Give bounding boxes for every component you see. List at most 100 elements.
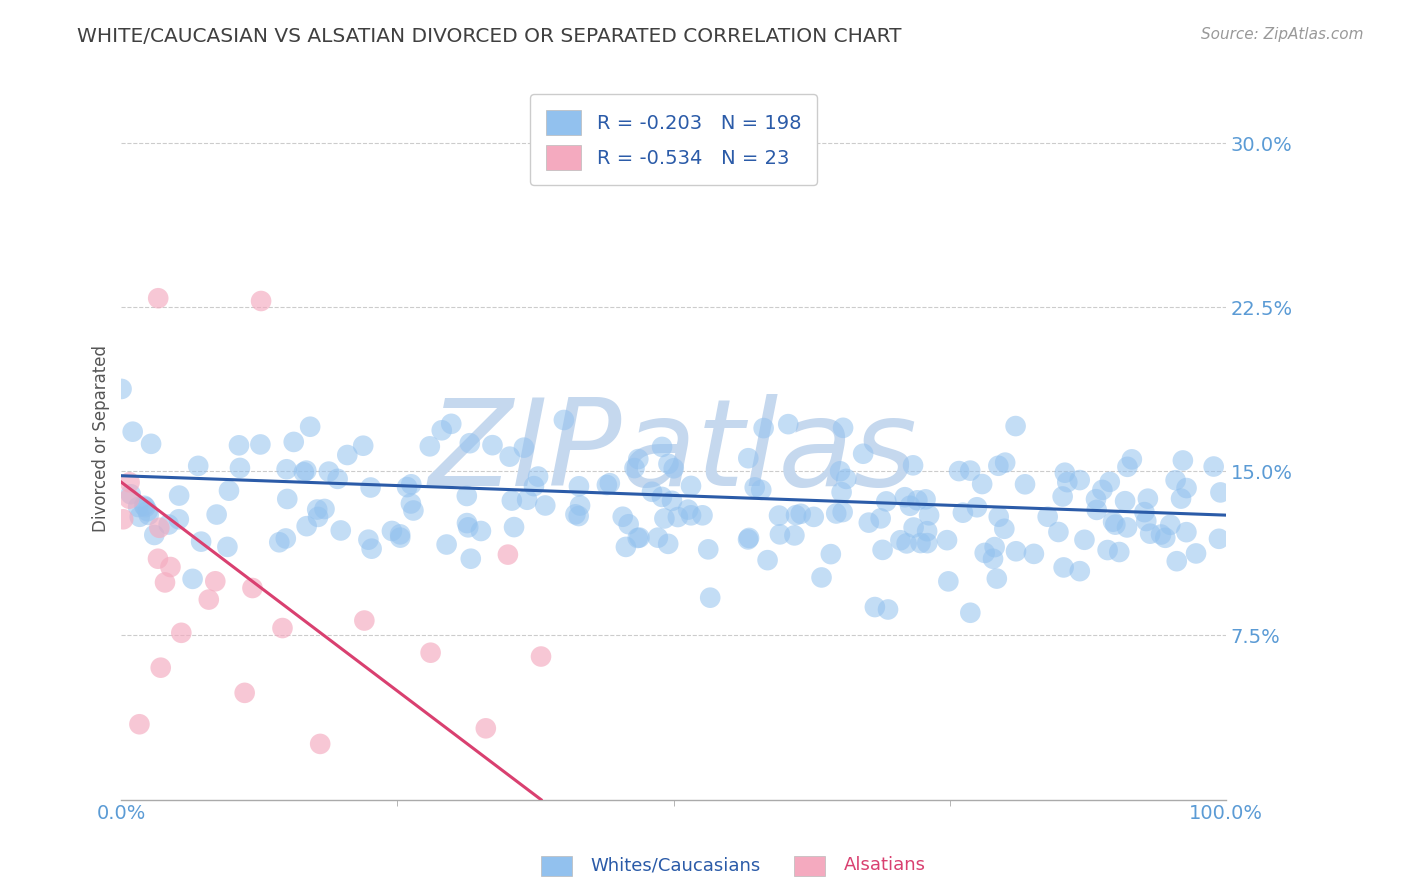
Point (458, 436, 481, 450)
Point (276, 491, 298, 506)
Point (1004, 419, 1026, 434)
Y-axis label: Divorced or Separated: Divorced or Separated (93, 345, 110, 532)
Point (1091, 483, 1114, 497)
Point (149, 661, 172, 675)
Point (271, 621, 294, 635)
Point (457, 520, 479, 534)
Point (501, 493, 523, 508)
Point (986, 572, 1008, 586)
Point (1022, 547, 1045, 561)
Point (959, 464, 981, 478)
Point (360, 541, 382, 556)
Point (269, 535, 291, 549)
Point (1085, 503, 1108, 517)
Point (516, 492, 538, 507)
Point (628, 531, 651, 545)
Point (661, 494, 683, 508)
Point (307, 502, 329, 516)
Point (309, 737, 332, 751)
Point (1052, 490, 1074, 504)
Point (181, 572, 204, 586)
Point (218, 483, 240, 498)
Point (132, 499, 155, 513)
Point (756, 553, 779, 567)
Point (283, 434, 305, 449)
Text: Alsatians: Alsatians (844, 856, 925, 874)
Point (419, 646, 441, 660)
Point (1164, 473, 1187, 487)
Point (146, 551, 169, 566)
Point (419, 439, 441, 453)
Point (357, 533, 380, 547)
Point (276, 462, 298, 476)
Point (905, 493, 928, 508)
Point (120, 487, 142, 501)
Point (1121, 452, 1143, 467)
Point (835, 472, 858, 486)
Point (803, 509, 825, 524)
Point (148, 291, 170, 305)
Point (910, 536, 932, 550)
Point (651, 490, 673, 504)
Point (657, 537, 679, 551)
Text: Whites/Caucasians: Whites/Caucasians (591, 856, 761, 874)
Point (138, 508, 160, 522)
Point (831, 485, 853, 500)
Point (863, 600, 886, 615)
Point (666, 510, 689, 524)
Point (1053, 466, 1076, 480)
Point (679, 479, 702, 493)
Point (134, 500, 156, 515)
Point (981, 551, 1004, 566)
Point (381, 524, 404, 538)
Point (877, 602, 900, 616)
Point (983, 540, 1005, 554)
Point (530, 649, 553, 664)
Point (1154, 531, 1177, 545)
Point (828, 464, 851, 478)
Point (475, 721, 498, 735)
Point (987, 509, 1010, 524)
Point (749, 483, 772, 497)
Point (825, 507, 848, 521)
Point (1098, 475, 1121, 489)
Point (820, 547, 842, 561)
Point (612, 509, 634, 524)
Point (1135, 514, 1157, 528)
Point (918, 508, 941, 523)
Point (1005, 544, 1028, 558)
Point (993, 522, 1015, 536)
Point (299, 419, 322, 434)
Point (1116, 520, 1139, 534)
Point (353, 614, 375, 628)
Point (481, 438, 503, 452)
Point (1171, 453, 1194, 467)
Point (1150, 527, 1173, 541)
Point (1114, 494, 1136, 508)
Point (1159, 517, 1181, 532)
Point (831, 505, 853, 519)
Point (527, 469, 550, 483)
Point (697, 542, 720, 557)
Point (936, 533, 959, 548)
Point (157, 517, 180, 532)
Point (307, 509, 329, 524)
Point (197, 592, 219, 607)
Point (389, 527, 412, 541)
Point (614, 540, 637, 554)
Point (699, 591, 721, 605)
Point (396, 480, 419, 494)
Point (769, 527, 792, 541)
Point (617, 517, 640, 532)
Point (657, 457, 679, 471)
Point (118, 475, 141, 490)
Point (898, 499, 921, 513)
Point (599, 476, 621, 491)
Point (121, 425, 143, 439)
Point (1069, 564, 1091, 578)
Point (1014, 477, 1036, 491)
Point (972, 477, 994, 491)
Point (389, 531, 412, 545)
Point (1036, 509, 1059, 524)
Point (1175, 481, 1198, 495)
